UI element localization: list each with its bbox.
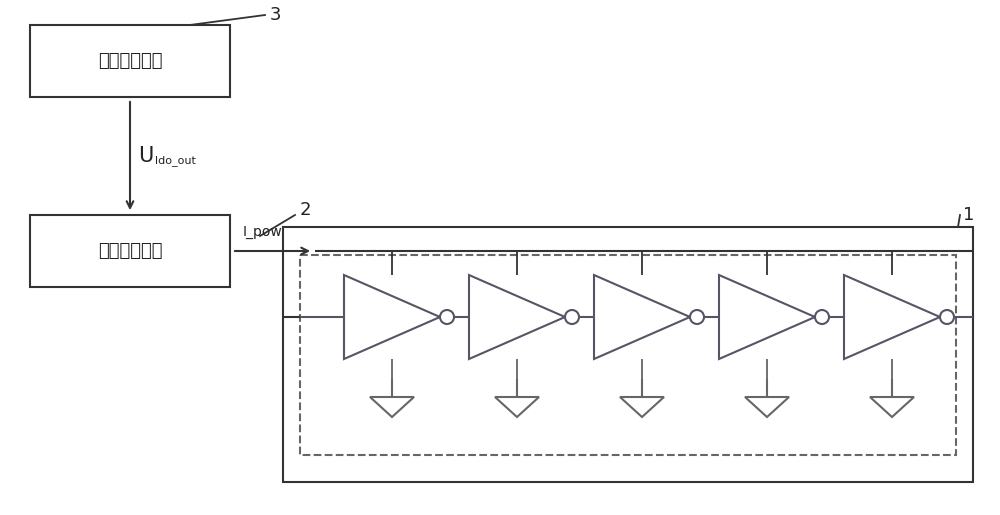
Bar bbox=[283, 227, 973, 482]
Bar bbox=[30, 25, 230, 97]
Bar bbox=[30, 215, 230, 287]
Text: 2: 2 bbox=[300, 201, 312, 219]
Text: 工艺补偶电路: 工艺补偶电路 bbox=[98, 52, 162, 70]
Text: 3: 3 bbox=[270, 6, 282, 24]
Bar bbox=[300, 255, 956, 455]
Text: ldo_out: ldo_out bbox=[155, 156, 196, 166]
Text: I_pow: I_pow bbox=[242, 225, 282, 239]
Text: U: U bbox=[138, 146, 153, 166]
Text: 温度补偶电路: 温度补偶电路 bbox=[98, 242, 162, 260]
Text: 1: 1 bbox=[963, 206, 974, 224]
